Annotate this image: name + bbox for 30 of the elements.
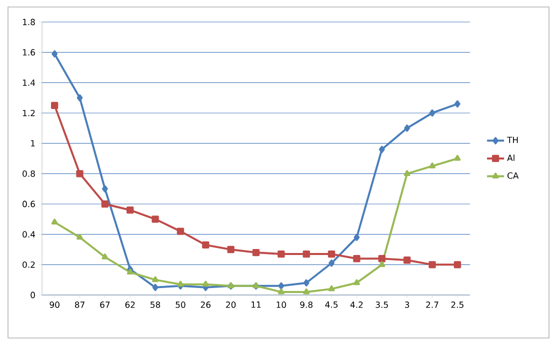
x-tick-label: 2.7 (426, 302, 438, 308)
x-tick-label: 3.5 (376, 302, 388, 308)
x-tick-label: 4.2 (350, 302, 363, 308)
x-tick-label: 67 (100, 302, 110, 308)
x-tick-label: 62 (125, 302, 135, 308)
x-tick-label: 2.5 (451, 302, 464, 308)
y-tick-label: 0.6 (22, 200, 35, 208)
x-tick-label: 26 (200, 302, 211, 308)
legend-label: TH (507, 136, 518, 144)
legend-label: Al (507, 154, 514, 161)
y-tick-label: 1.2 (22, 110, 35, 116)
y-tick-label: 0 (30, 292, 35, 298)
y-tick-label: 1 (31, 140, 35, 146)
x-tick-label: 20 (226, 302, 236, 308)
x-tick-label: 4.5 (325, 302, 338, 308)
x-tick-label: 90 (50, 302, 60, 308)
x-tick-label: 11 (252, 302, 261, 308)
y-tick-label: 0.8 (22, 170, 35, 177)
y-tick-label: 1.6 (22, 49, 35, 56)
x-tick-label: 50 (176, 302, 186, 308)
x-tick-label: 10 (276, 302, 286, 308)
x-tick-label: 9.8 (300, 302, 313, 308)
x-tick-label: 58 (150, 302, 160, 308)
y-tick-label: 0.2 (22, 261, 35, 268)
legend-label: CA (508, 172, 519, 179)
y-tick-label: 0.4 (22, 231, 36, 238)
y-tick-label: 1.8 (22, 18, 35, 26)
x-tick-label: 3 (405, 302, 410, 308)
x-tick-label: 87 (74, 302, 84, 308)
y-tick-label: 1.4 (22, 80, 36, 86)
